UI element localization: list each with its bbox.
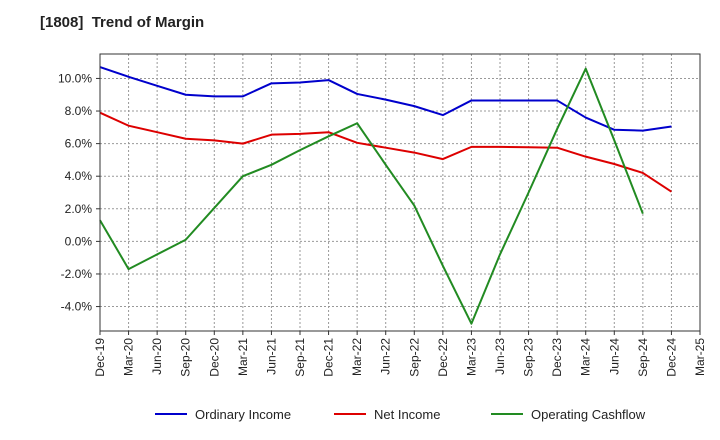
- x-tick-label: Sep-23: [522, 338, 536, 377]
- y-tick-label: -4.0%: [61, 300, 93, 314]
- y-tick-label: 6.0%: [65, 137, 93, 151]
- series-line-operating-cashflow: [99, 67, 644, 325]
- x-tick-label: Mar-24: [579, 338, 593, 376]
- series-layer: [99, 66, 672, 325]
- legend-label-net-income: Net Income: [374, 407, 440, 422]
- x-tick-label: Dec-24: [664, 338, 678, 377]
- plot-border: [99, 53, 701, 332]
- legend-label-ordinary-income: Ordinary Income: [195, 407, 291, 422]
- legend-label-operating-cashflow: Operating Cashflow: [531, 407, 646, 422]
- y-tick-label: 4.0%: [65, 169, 93, 183]
- x-tick-label: Jun-22: [379, 338, 393, 375]
- y-tick-label: 0.0%: [65, 234, 93, 248]
- x-tick-label: Dec-22: [436, 338, 450, 377]
- x-tick-label: Jun-24: [607, 338, 621, 375]
- x-tick-label: Mar-20: [122, 338, 136, 376]
- x-tick-label: Sep-22: [407, 338, 421, 377]
- x-tick-label: Dec-23: [550, 338, 564, 377]
- x-tick-label: Mar-22: [350, 338, 364, 376]
- y-tick-label: -2.0%: [61, 267, 93, 281]
- x-tick-label: Mar-23: [464, 338, 478, 376]
- x-tick-label: Dec-21: [322, 338, 336, 377]
- x-tick-label: Mar-21: [236, 338, 250, 376]
- x-tick-label: Sep-24: [636, 338, 650, 377]
- legend: Ordinary Income Net Income Operating Cashf…: [155, 407, 646, 422]
- y-tick-label: 8.0%: [65, 104, 93, 118]
- x-tick-label: Jun-23: [493, 338, 507, 375]
- y-tick-label: 2.0%: [65, 202, 93, 216]
- x-tick-label: Mar-25: [693, 338, 707, 376]
- series-line-net-income: [99, 111, 672, 193]
- axis-layer: -4.0% -2.0% 0.0% 2.0% 4.0% 6.0% 8.0% 10.0% Dec-1…: [58, 53, 707, 377]
- x-tick-label: Jun-21: [264, 338, 278, 375]
- series-line-ordinary-income: [99, 66, 672, 132]
- y-tick-label: 10.0%: [58, 71, 92, 85]
- x-tick-label: Dec-20: [207, 338, 221, 377]
- x-tick-label: Sep-21: [293, 338, 307, 377]
- x-tick-label: Sep-20: [179, 338, 193, 377]
- grid-layer: [99, 54, 701, 331]
- x-tick-label: Jun-20: [150, 338, 164, 375]
- x-tick-label: Dec-19: [93, 338, 107, 377]
- chart-title: [1808] Trend of Margin: [40, 14, 205, 31]
